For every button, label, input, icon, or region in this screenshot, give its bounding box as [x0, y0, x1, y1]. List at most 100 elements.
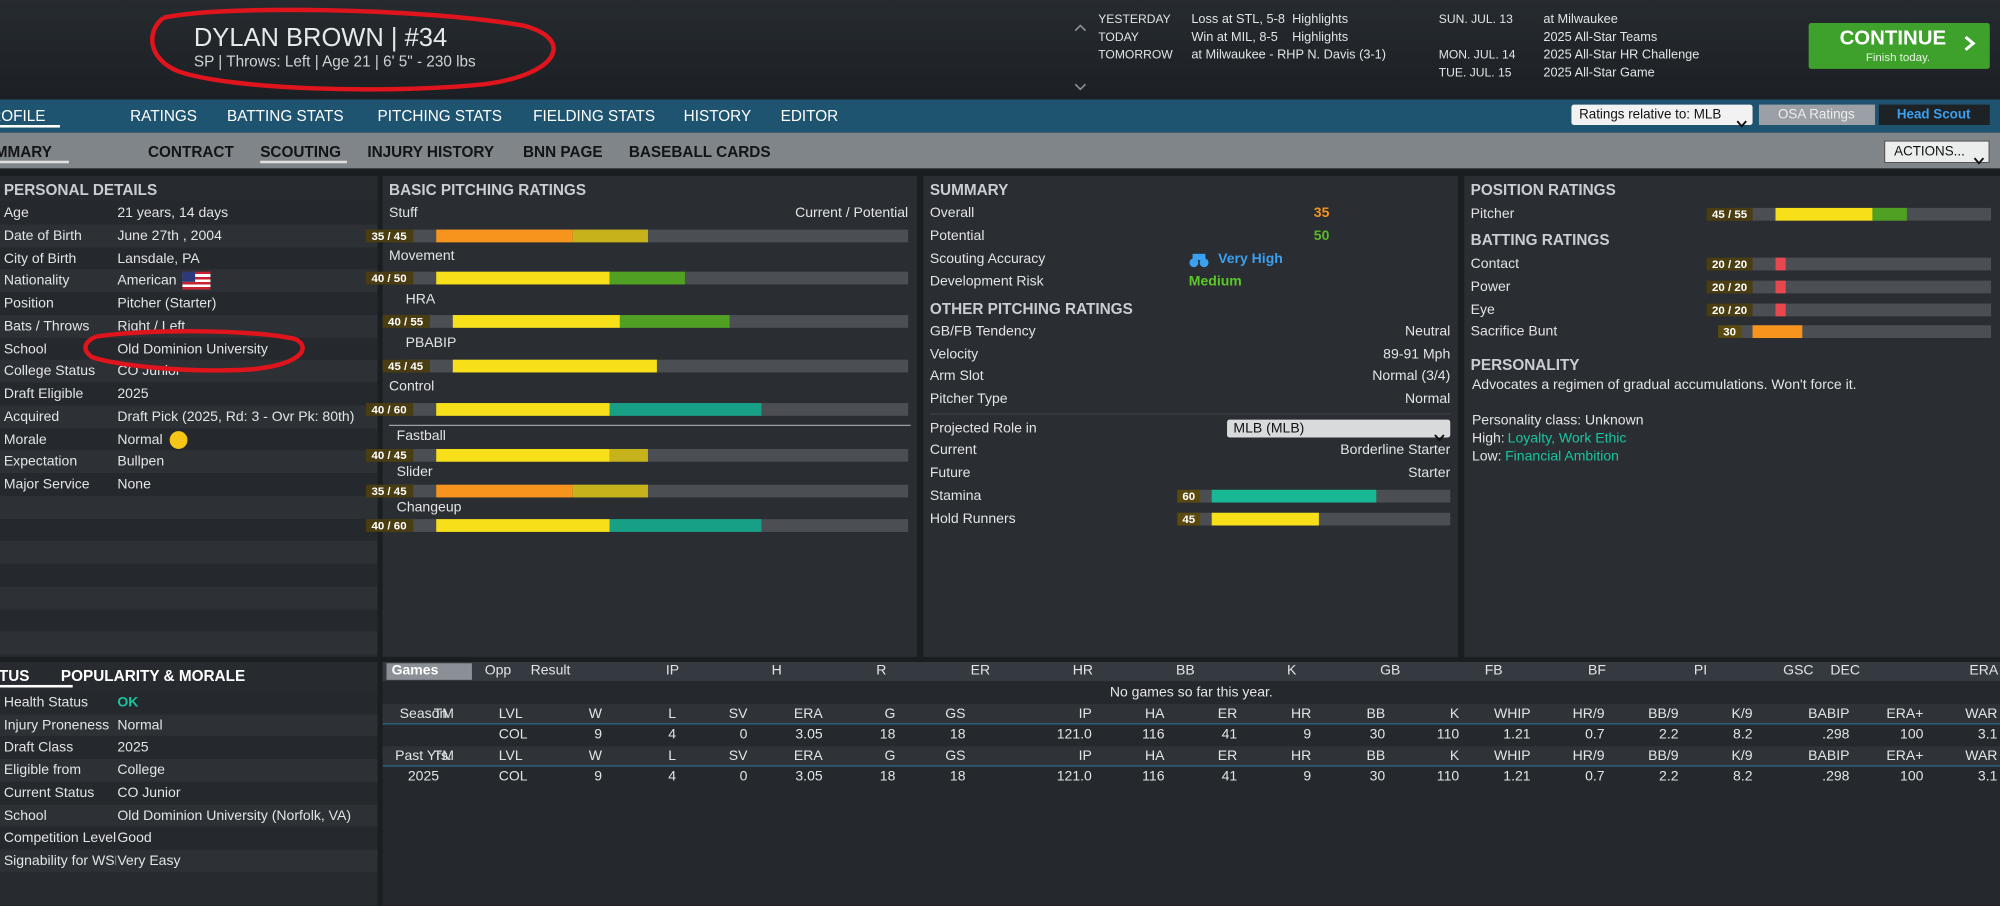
head-scout-button[interactable] [1878, 104, 1990, 125]
rating-bar-current [436, 448, 610, 462]
actions-button[interactable] [1883, 140, 1990, 164]
column-header: ERA+ [1886, 706, 1924, 722]
detail-value: June 27th , 2004 [117, 227, 222, 244]
other-value: Normal (3/4) [1372, 369, 1451, 385]
column-header: ER [1217, 748, 1238, 765]
role-value: Starter [1408, 465, 1451, 481]
osa-button[interactable] [1758, 104, 1875, 125]
select-arrow [1973, 148, 1985, 165]
column-header: ERA+ [1886, 748, 1924, 765]
rating-bar-current [436, 271, 610, 285]
highlights-link[interactable]: Highlights [1292, 12, 1349, 27]
bar-label: Stamina [929, 488, 982, 504]
rating-bar-potential [572, 484, 648, 498]
column-header: Result [530, 663, 571, 679]
stat-cell: 41 [1221, 727, 1238, 743]
other-value: 89-91 Mph [1383, 346, 1451, 362]
column-header: HA [1145, 706, 1165, 722]
panel-title: BASIC PITCHING RATINGS [389, 181, 587, 199]
sub-tab[interactable]: CONTRACT [147, 142, 234, 161]
summary-label: Overall [929, 205, 975, 221]
highlights-link[interactable]: Highlights [1292, 30, 1349, 45]
main-tab[interactable]: BATTING STATS [227, 107, 344, 125]
overall-value: 35 [1313, 205, 1330, 221]
rating-bar-potential [609, 519, 761, 532]
row-stripe [0, 427, 378, 451]
main-tab[interactable]: RATINGS [130, 107, 198, 125]
row-stripe [0, 609, 378, 632]
upcoming-date: TUE. JUL. 15 [1438, 66, 1512, 81]
main-tab[interactable]: PITCHING STATS [377, 107, 502, 125]
column-header: W [588, 706, 603, 722]
stat-cell: 100 [1900, 727, 1924, 743]
stat-cell: 0 [739, 727, 748, 743]
column-header: WHIP [1493, 748, 1531, 765]
detail-value: None [117, 477, 151, 493]
upcoming-event: 2025 All-Star Teams [1543, 30, 1658, 45]
row-stripe [0, 201, 378, 225]
ratings-select-text: Ratings relative to: MLB [1579, 107, 1722, 123]
row-stripe [0, 473, 378, 496]
column-header: HR [1290, 706, 1312, 722]
main-tab[interactable]: FIELDING STATS [533, 107, 656, 125]
main-tab[interactable]: HISTORY [683, 107, 752, 125]
status-tab[interactable]: STATUS [0, 666, 73, 688]
continue-button[interactable] [1808, 22, 1990, 69]
summary-label: Development Risk [929, 274, 1044, 290]
player-name: DYLAN BROWN | #34 [193, 24, 448, 53]
schedule-game: Win at MIL, 8-5 [1191, 30, 1278, 45]
ratings-select[interactable] [1571, 104, 1753, 125]
pitch-name: Fastball [396, 428, 446, 444]
sub-tab[interactable]: SUMMARY [0, 142, 69, 164]
stat-cell: 30 [1369, 769, 1386, 785]
column-header: LVL [498, 706, 523, 722]
status-value: College [117, 762, 165, 779]
sub-tab[interactable]: BNN PAGE [522, 142, 603, 161]
detail-value: 2025 [117, 386, 149, 402]
column-header: L [668, 706, 677, 722]
stat-cell: 18 [949, 769, 966, 785]
stat-cell: 18 [949, 727, 966, 743]
column-header: BB [1176, 663, 1195, 679]
rating-name: PBABIP [405, 335, 457, 351]
status-label: Current Status [3, 785, 95, 801]
main-tab[interactable]: PROFILE [0, 106, 60, 128]
main-tab[interactable]: EDITOR [780, 107, 839, 125]
rating-name: Pitcher [1470, 206, 1515, 222]
stat-cell: 0 [739, 769, 748, 785]
column-header: Past Yrs. [395, 748, 452, 765]
stat-cell: 2025 [407, 769, 440, 785]
rating-track [1729, 280, 1992, 294]
sub-tab[interactable]: INJURY HISTORY [367, 142, 495, 161]
summary-label: Scouting Accuracy [929, 251, 1046, 267]
stat-cell: 3.05 [795, 769, 823, 785]
status-value: Normal [117, 717, 163, 734]
chevron-icon [1074, 15, 1087, 32]
sub-tab[interactable]: BASEBALL CARDS [628, 142, 771, 161]
row-stripe [0, 563, 378, 587]
table-header [382, 746, 2000, 767]
rating-label: 40 / 50 [365, 271, 413, 285]
panel-title: SUMMARY [929, 181, 1009, 199]
row-stripe [0, 781, 378, 805]
status-tab[interactable]: POPULARITY & MORALE [60, 667, 246, 685]
row-stripe [0, 713, 378, 737]
select-arrow [1434, 425, 1445, 442]
games-select[interactable] [386, 663, 472, 680]
stat-cell: 4 [668, 727, 677, 743]
osa-label: OSA Ratings [1777, 107, 1855, 123]
column-header: BF [1588, 663, 1606, 679]
role-select[interactable] [1227, 419, 1451, 438]
rating-name: Control [389, 378, 435, 395]
panel-title: POSITION RATINGS [1470, 181, 1616, 199]
row-stripe [0, 631, 378, 655]
upcoming-event: 2025 All-Star HR Challenge [1543, 48, 1700, 63]
column-header: K [1449, 706, 1460, 722]
rating-bar [1211, 512, 1319, 526]
sub-tab[interactable]: SCOUTING [260, 142, 347, 164]
rating-bar-potential [572, 229, 648, 243]
stat-cell: .298 [1822, 769, 1850, 785]
stat-cell: 8.2 [1733, 727, 1753, 743]
row-stripe [0, 518, 378, 542]
